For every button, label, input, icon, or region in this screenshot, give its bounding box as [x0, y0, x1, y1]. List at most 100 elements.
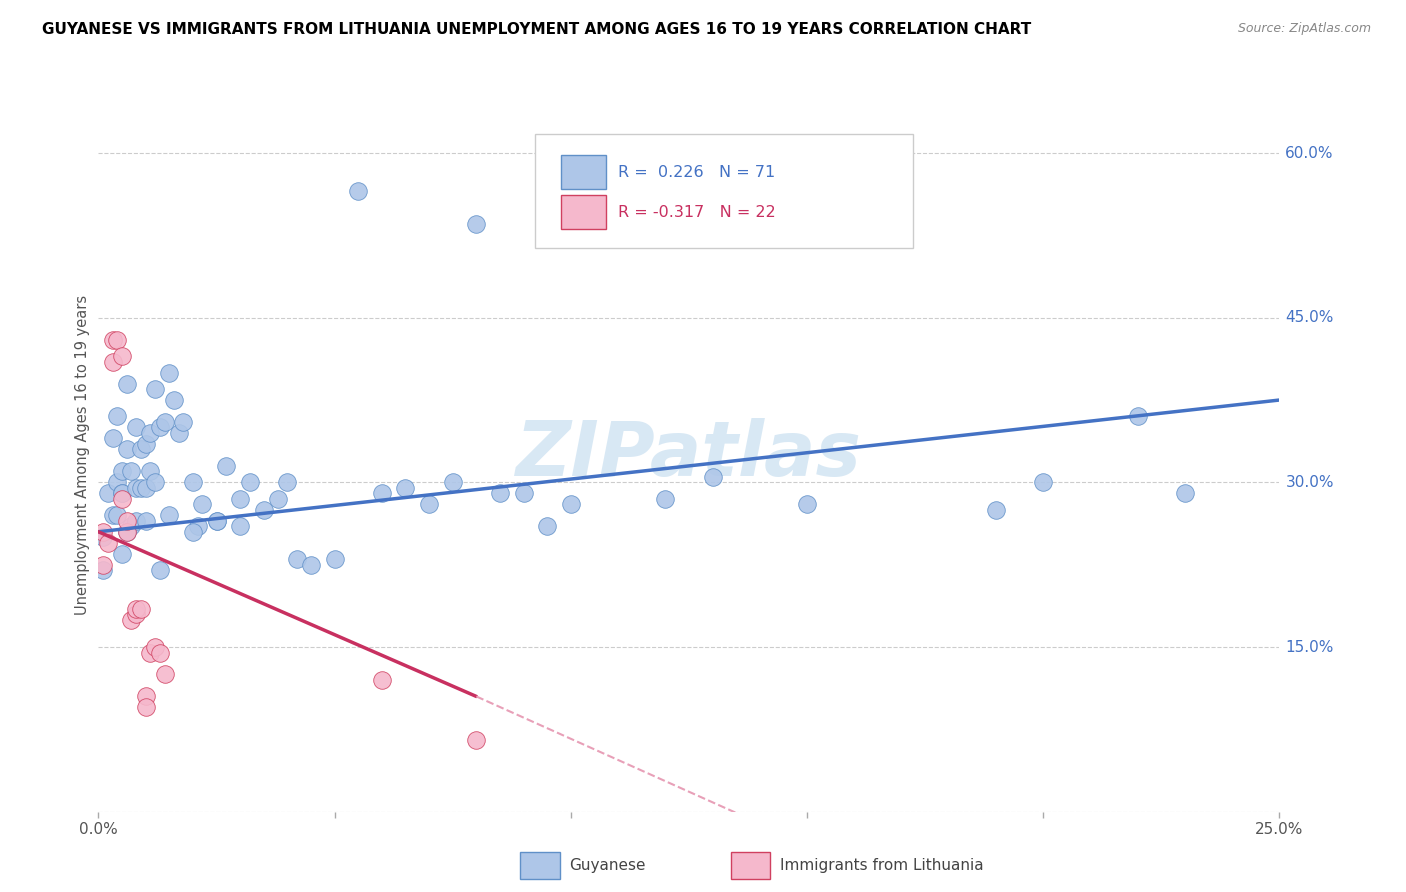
Point [91, 530, 114, 544]
Point [285, 552, 308, 566]
Point [101, 354, 124, 368]
Text: ZIPatlas: ZIPatlas [516, 418, 862, 491]
Point [139, 464, 162, 478]
Point [125, 601, 148, 615]
Point [1032, 475, 1054, 490]
FancyBboxPatch shape [561, 155, 606, 189]
Point [465, 218, 488, 232]
Point [125, 514, 148, 528]
FancyBboxPatch shape [536, 134, 914, 248]
Point [125, 607, 148, 621]
Point [121, 613, 143, 627]
Point [91, 558, 114, 572]
Text: 15.0%: 15.0% [1285, 640, 1334, 655]
Point [167, 425, 190, 440]
Y-axis label: Unemployment Among Ages 16 to 19 years: Unemployment Among Ages 16 to 19 years [75, 295, 90, 615]
Point [1174, 486, 1197, 500]
Point [115, 376, 138, 391]
Point [105, 508, 128, 523]
Point [115, 524, 138, 539]
Point [267, 491, 290, 506]
Point [105, 333, 128, 347]
Point [129, 442, 152, 457]
Point [489, 486, 512, 500]
Point [394, 481, 416, 495]
FancyBboxPatch shape [561, 195, 606, 229]
Point [115, 442, 138, 457]
Text: GUYANESE VS IMMIGRANTS FROM LITHUANIA UNEMPLOYMENT AMONG AGES 16 TO 19 YEARS COR: GUYANESE VS IMMIGRANTS FROM LITHUANIA UN… [42, 22, 1032, 37]
Point [105, 409, 128, 424]
Point [105, 475, 128, 490]
Text: 45.0%: 45.0% [1285, 310, 1334, 326]
Point [91, 524, 114, 539]
Point [125, 420, 148, 434]
Point [101, 432, 124, 446]
Text: R =  0.226   N = 71: R = 0.226 N = 71 [619, 165, 775, 180]
Point [560, 497, 582, 511]
Point [276, 475, 298, 490]
Point [253, 503, 276, 517]
Point [115, 514, 138, 528]
Point [239, 475, 262, 490]
Point [215, 458, 238, 473]
Point [121, 519, 143, 533]
Text: 30.0%: 30.0% [1285, 475, 1334, 490]
Point [172, 415, 194, 429]
Point [143, 640, 166, 654]
Point [149, 563, 172, 577]
Point [143, 475, 166, 490]
Point [129, 601, 152, 615]
Point [418, 497, 440, 511]
Point [135, 690, 157, 704]
Point [115, 524, 138, 539]
Point [101, 333, 124, 347]
Point [229, 519, 252, 533]
Point [97, 486, 120, 500]
Text: Guyanese: Guyanese [569, 858, 645, 872]
Point [702, 470, 724, 484]
Point [101, 508, 124, 523]
Point [153, 667, 176, 681]
Point [890, 223, 912, 237]
Point [181, 524, 204, 539]
Text: R = -0.317   N = 22: R = -0.317 N = 22 [619, 205, 776, 219]
Point [111, 349, 134, 363]
Point [1126, 409, 1149, 424]
Point [536, 519, 558, 533]
Point [984, 503, 1007, 517]
Point [796, 497, 818, 511]
Point [149, 420, 172, 434]
Point [125, 481, 148, 495]
Point [139, 425, 162, 440]
Point [654, 491, 676, 506]
Point [299, 558, 322, 572]
Text: Immigrants from Lithuania: Immigrants from Lithuania [780, 858, 984, 872]
Point [135, 514, 157, 528]
Point [135, 700, 157, 714]
Point [441, 475, 464, 490]
Point [111, 486, 134, 500]
Point [129, 481, 152, 495]
Point [157, 508, 180, 523]
Point [135, 481, 157, 495]
Point [191, 497, 214, 511]
Point [181, 475, 204, 490]
Point [111, 486, 134, 500]
Point [187, 519, 209, 533]
Point [205, 514, 228, 528]
Point [229, 491, 252, 506]
Point [111, 464, 134, 478]
Point [347, 185, 370, 199]
Point [205, 514, 228, 528]
Point [91, 563, 114, 577]
Point [157, 366, 180, 380]
Point [371, 486, 394, 500]
Point [121, 464, 143, 478]
Point [111, 491, 134, 506]
Point [149, 646, 172, 660]
Point [135, 437, 157, 451]
Point [465, 733, 488, 747]
Point [97, 535, 120, 549]
Point [111, 547, 134, 561]
Point [512, 486, 534, 500]
